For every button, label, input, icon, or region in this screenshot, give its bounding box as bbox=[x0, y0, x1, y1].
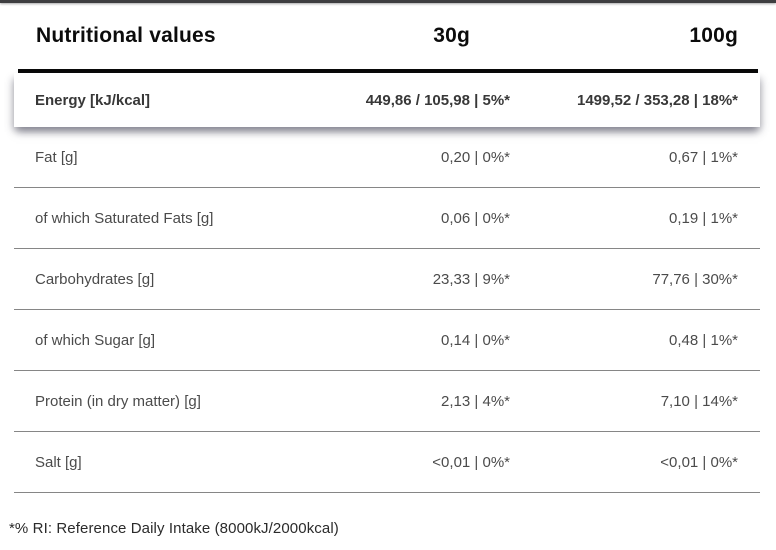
table-row-salt: Salt [g] <0,01 | 0%* <0,01 | 0%* bbox=[14, 432, 760, 493]
value-per-100g: 7,10 | 14%* bbox=[660, 392, 738, 410]
value-per-30g: <0,01 | 0%* bbox=[432, 453, 510, 471]
value-per-30g: 0,20 | 0%* bbox=[441, 148, 510, 166]
column-header-30g: 30g bbox=[433, 24, 470, 47]
column-header-100g: 100g bbox=[689, 24, 738, 47]
reference-intake-footnote: *% RI: Reference Daily Intake (8000kJ/20… bbox=[9, 520, 339, 537]
nutrient-label: Energy [kJ/kcal] bbox=[35, 91, 151, 109]
value-per-30g: 0,06 | 0%* bbox=[441, 209, 510, 227]
value-per-100g: <0,01 | 0%* bbox=[660, 453, 738, 471]
value-per-30g: 449,86 / 105,98 | 5%* bbox=[365, 91, 510, 109]
nutrient-label: Protein (in dry matter) [g] bbox=[35, 392, 201, 410]
nutrient-label: of which Saturated Fats [g] bbox=[35, 209, 214, 227]
header-divider-rule bbox=[18, 69, 758, 73]
table-header-row: Nutritional values 30g 100g bbox=[14, 3, 760, 69]
nutrient-label: of which Sugar [g] bbox=[35, 331, 156, 349]
table-row-protein: Protein (in dry matter) [g] 2,13 | 4%* 7… bbox=[14, 371, 760, 432]
table-row-fat: Fat [g] 0,20 | 0%* 0,67 | 1%* bbox=[14, 127, 760, 188]
nutrient-label: Fat [g] bbox=[35, 148, 78, 166]
value-per-100g: 0,19 | 1%* bbox=[669, 209, 738, 227]
nutrient-label: Salt [g] bbox=[35, 453, 82, 471]
value-per-100g: 0,48 | 1%* bbox=[669, 331, 738, 349]
table-row-carbohydrates: Carbohydrates [g] 23,33 | 9%* 77,76 | 30… bbox=[14, 249, 760, 310]
energy-row-highlighted: Energy [kJ/kcal] 449,86 / 105,98 | 5%* 1… bbox=[14, 73, 760, 127]
table-row-saturated-fats: of which Saturated Fats [g] 0,06 | 0%* 0… bbox=[14, 188, 760, 249]
value-per-30g: 0,14 | 0%* bbox=[441, 331, 510, 349]
table-title: Nutritional values bbox=[36, 24, 216, 47]
nutrient-label: Carbohydrates [g] bbox=[35, 270, 155, 288]
value-per-100g: 0,67 | 1%* bbox=[669, 148, 738, 166]
value-per-30g: 2,13 | 4%* bbox=[441, 392, 510, 410]
value-per-100g: 77,76 | 30%* bbox=[652, 270, 738, 288]
value-per-100g: 1499,52 / 353,28 | 18%* bbox=[577, 91, 738, 109]
top-edge-line bbox=[0, 0, 776, 3]
nutrition-table: Nutritional values 30g 100g Energy [kJ/k… bbox=[0, 3, 776, 493]
value-per-30g: 23,33 | 9%* bbox=[432, 270, 510, 288]
table-row-sugar: of which Sugar [g] 0,14 | 0%* 0,48 | 1%* bbox=[14, 310, 760, 371]
